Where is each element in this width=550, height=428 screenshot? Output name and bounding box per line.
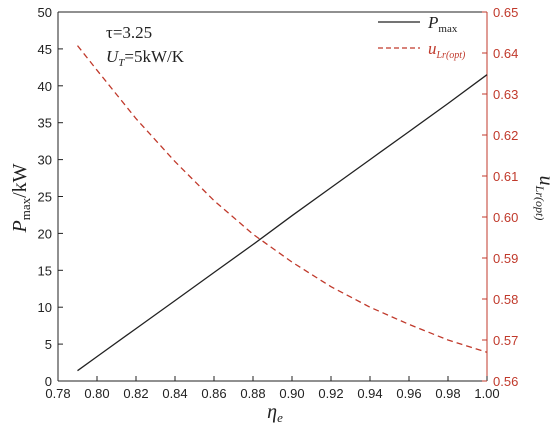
left-tick-label: 30 [38, 153, 52, 168]
x-tick-label: 0.90 [279, 386, 304, 401]
right-tick-label: 0.62 [493, 128, 518, 143]
right-tick-label: 0.65 [493, 5, 518, 20]
left-tick-label: 0 [45, 374, 52, 389]
series-line-pmax [77, 74, 488, 372]
legend-label-ulr: uLr(opt) [428, 39, 466, 61]
right-tick-label: 0.64 [493, 46, 518, 61]
right-axis-title-sub: Lr(opt) [533, 185, 547, 221]
left-tick-label: 35 [38, 116, 52, 131]
legend-ulr-main: u [428, 39, 437, 58]
left-tick-label: 15 [38, 263, 52, 278]
right-tick-label: 0.61 [493, 169, 518, 184]
x-axis-ticks: 0.78 0.80 0.82 0.84 0.86 0.88 0.90 0.92 0.94 0.96… [45, 376, 500, 401]
x-tick-label: 0.78 [45, 386, 70, 401]
x-axis-title-sub: e [277, 410, 283, 425]
series-layer [76, 45, 488, 372]
legend: Pmax uLr(opt) [378, 13, 466, 61]
series-line-ulr-opt [76, 45, 488, 353]
legend-ulr-sub: Lr(opt) [436, 50, 467, 61]
right-tick-label: 0.57 [493, 333, 518, 348]
annotation-ut-main: U [106, 47, 120, 66]
left-tick-label: 20 [38, 226, 52, 241]
right-tick-label: 0.58 [493, 292, 518, 307]
annotation-tau: τ=3.25 [106, 23, 152, 42]
left-tick-label: 50 [38, 5, 52, 20]
left-tick-label: 25 [38, 190, 52, 205]
right-axis-title-main: u [535, 176, 550, 186]
left-axis-ticks: 0 5 10 15 20 25 30 35 40 45 50 [38, 5, 63, 389]
right-axis-title: uLr(opt) [533, 176, 550, 221]
right-tick-label: 0.59 [493, 251, 518, 266]
x-tick-label: 0.80 [84, 386, 109, 401]
x-tick-label: 0.98 [435, 386, 460, 401]
x-tick-label: 0.82 [123, 386, 148, 401]
annotation-ut: UT=5kW/K [106, 47, 185, 69]
right-tick-label: 0.63 [493, 87, 518, 102]
left-axis-title-main: P [9, 220, 31, 233]
x-tick-label: 1.00 [474, 386, 499, 401]
annotation-ut-rest: =5kW/K [124, 47, 184, 66]
x-tick-label: 0.94 [357, 386, 382, 401]
left-tick-label: 40 [38, 79, 52, 94]
right-tick-label: 0.56 [493, 374, 518, 389]
x-axis-title: ηe [267, 401, 283, 425]
x-tick-label: 0.96 [396, 386, 421, 401]
x-tick-label: 0.84 [162, 386, 187, 401]
left-axis-title-suffix: /kW [9, 163, 31, 198]
left-axis-title: Pmax/kW [9, 163, 33, 233]
annotation-ut-sub: T [118, 57, 125, 69]
legend-pmax-main: P [427, 13, 438, 32]
legend-label-pmax: Pmax [427, 13, 458, 35]
left-axis-title-sub: max [18, 197, 33, 220]
x-axis-title-main: η [267, 401, 277, 423]
right-tick-label: 0.60 [493, 210, 518, 225]
left-tick-label: 5 [45, 337, 52, 352]
x-tick-label: 0.92 [318, 386, 343, 401]
x-tick-label: 0.88 [240, 386, 265, 401]
left-tick-label: 10 [38, 300, 52, 315]
right-axis-ticks: 0.56 0.57 0.58 0.59 0.60 0.61 0.62 0.63 0.64 0.65 [482, 5, 518, 389]
x-tick-label: 0.86 [201, 386, 226, 401]
legend-pmax-sub: max [438, 23, 457, 35]
left-tick-label: 45 [38, 42, 52, 57]
